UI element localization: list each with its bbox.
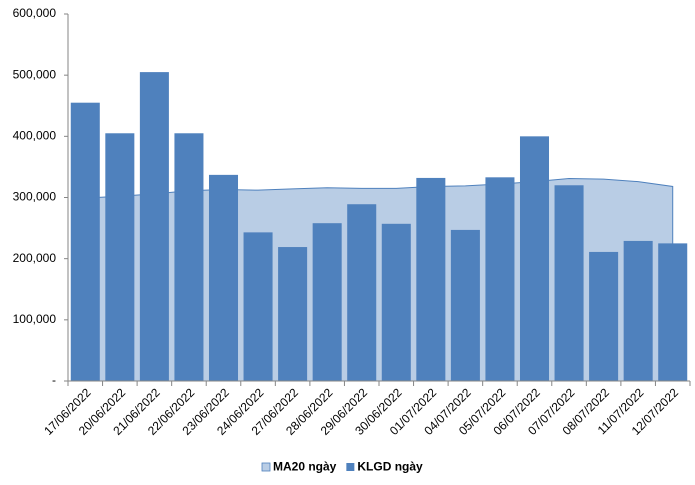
bar (381, 223, 411, 381)
bar (485, 177, 515, 381)
bar (450, 229, 480, 381)
bar (554, 185, 584, 381)
legend-swatch (346, 463, 355, 471)
bar (174, 133, 204, 381)
bar (70, 102, 100, 382)
legend-label: MA20 ngày (273, 460, 337, 474)
y-tick-label: 100,000 (13, 312, 57, 326)
bar (105, 133, 135, 381)
bar (243, 232, 273, 381)
bar (347, 204, 377, 381)
bar (589, 251, 619, 381)
bar (658, 243, 688, 381)
bar (519, 136, 550, 381)
y-tick-label: 400,000 (13, 129, 57, 143)
legend: MA20 ngày KLGD ngày (261, 460, 423, 474)
ma-area (84, 178, 674, 382)
bar (312, 223, 342, 381)
y-tick-label: 200,000 (13, 251, 57, 265)
legend-swatch (261, 462, 271, 472)
bar (278, 247, 308, 381)
y-tick-label: 300,000 (13, 190, 57, 204)
bar (623, 240, 653, 381)
bar (139, 72, 169, 381)
y-tick-label: 600,000 (13, 6, 57, 20)
legend-label: KLGD ngày (357, 460, 423, 474)
y-tick-label: - (52, 373, 56, 387)
y-tick-label: 500,000 (13, 67, 57, 81)
bar (416, 177, 446, 381)
bar (208, 174, 239, 381)
